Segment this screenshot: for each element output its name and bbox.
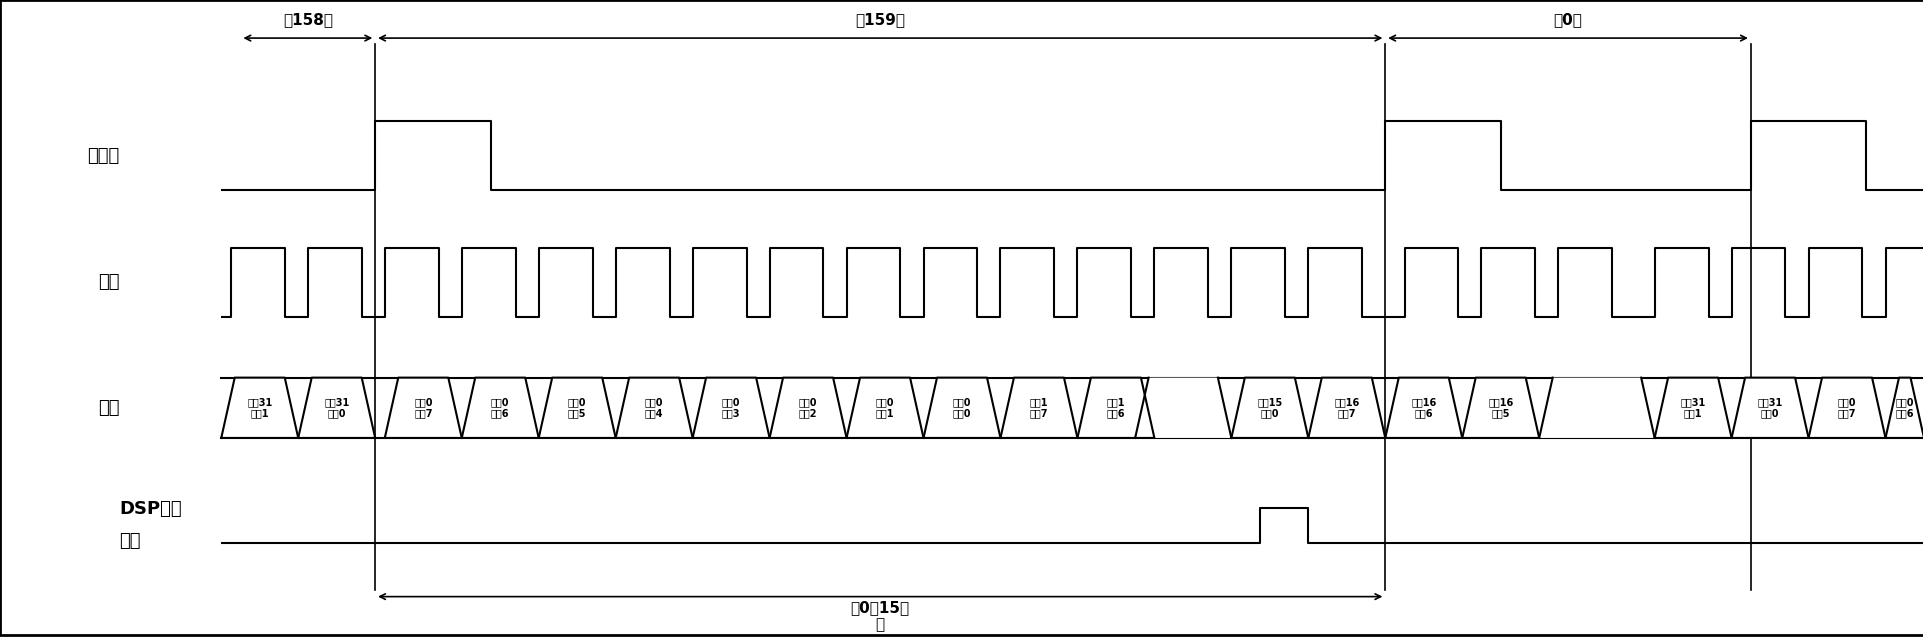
Text: DSP外部: DSP外部 <box>119 500 183 518</box>
Polygon shape <box>385 378 462 438</box>
Polygon shape <box>1538 378 1654 438</box>
Text: 第0帧: 第0帧 <box>1552 12 1583 27</box>
Polygon shape <box>462 378 538 438</box>
Polygon shape <box>1461 378 1538 438</box>
Text: 时隙0
比特7: 时隙0 比特7 <box>1836 397 1856 419</box>
Text: 时隙0
比特2: 时隙0 比特2 <box>798 397 817 419</box>
Polygon shape <box>221 378 298 438</box>
Polygon shape <box>1654 378 1731 438</box>
Polygon shape <box>1308 378 1385 438</box>
Polygon shape <box>923 378 1000 438</box>
Text: 时隙15
比特0: 时隙15 比特0 <box>1256 397 1283 419</box>
Text: 时隙1
比特7: 时隙1 比特7 <box>1029 397 1048 419</box>
Polygon shape <box>298 378 375 438</box>
Polygon shape <box>1135 378 1231 438</box>
Text: 时隙0
比特4: 时隙0 比特4 <box>644 397 663 419</box>
Text: 第158帧: 第158帧 <box>283 12 333 27</box>
Polygon shape <box>1885 378 1923 438</box>
Polygon shape <box>1000 378 1077 438</box>
Polygon shape <box>1385 378 1461 438</box>
Text: 时钟: 时钟 <box>98 273 119 291</box>
Text: 时隙31
比特0: 时隙31 比特0 <box>323 397 350 419</box>
Text: 第159帧: 第159帧 <box>856 12 904 27</box>
Polygon shape <box>769 378 846 438</box>
Text: 时隙31
比特0: 时隙31 比特0 <box>1756 397 1783 419</box>
Text: 时隙16
比特6: 时隙16 比特6 <box>1410 397 1436 419</box>
Text: 时隙31
比特1: 时隙31 比特1 <box>246 397 273 419</box>
Polygon shape <box>1731 378 1808 438</box>
Text: 时隙0
比特6: 时隙0 比特6 <box>490 397 510 419</box>
Text: 时隙16
比特7: 时隙16 比特7 <box>1333 397 1360 419</box>
Text: 第0～15时
隙: 第0～15时 隙 <box>850 600 910 632</box>
Text: 时隙0
比特7: 时隙0 比特7 <box>413 397 433 419</box>
Text: 时隙1
比特6: 时隙1 比特6 <box>1106 397 1125 419</box>
Polygon shape <box>692 378 769 438</box>
Text: 时隙0
比特0: 时隙0 比特0 <box>952 397 971 419</box>
Polygon shape <box>1808 378 1885 438</box>
Polygon shape <box>615 378 692 438</box>
Polygon shape <box>538 378 615 438</box>
Text: 帧同步: 帧同步 <box>87 147 119 164</box>
Text: 时隙0
比特3: 时隙0 比特3 <box>721 397 740 419</box>
Text: 时隙0
比特1: 时隙0 比特1 <box>875 397 894 419</box>
Polygon shape <box>846 378 923 438</box>
Text: 数据: 数据 <box>98 399 119 417</box>
Text: 中断: 中断 <box>119 532 140 550</box>
Text: 时隙0
比特6: 时隙0 比特6 <box>1894 397 1913 419</box>
Polygon shape <box>1231 378 1308 438</box>
Text: 时隙0
比特5: 时隙0 比特5 <box>567 397 587 419</box>
Text: 时隙16
比特5: 时隙16 比特5 <box>1486 397 1513 419</box>
Text: 时隙31
比特1: 时隙31 比特1 <box>1679 397 1706 419</box>
Polygon shape <box>1077 378 1154 438</box>
